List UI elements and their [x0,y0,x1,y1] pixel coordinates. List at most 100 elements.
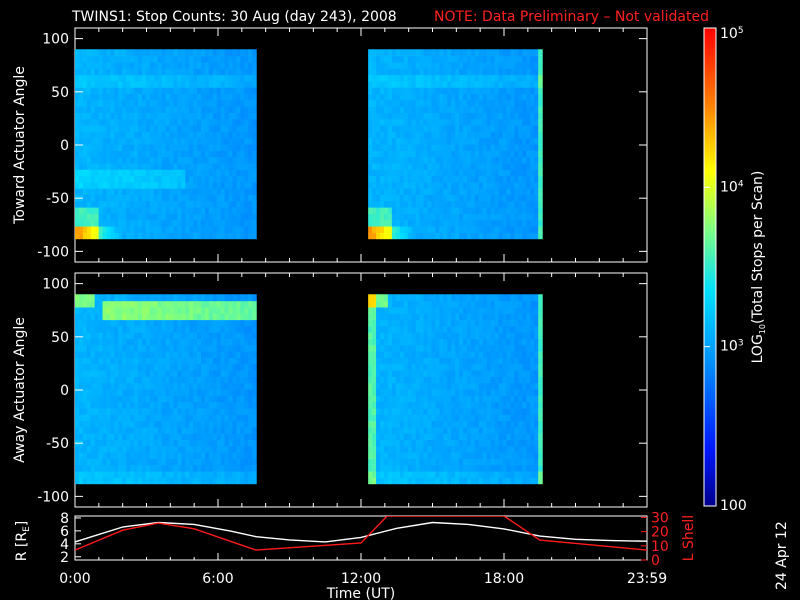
heatmap-cell [82,470,88,478]
heatmap-cell [419,93,425,101]
heatmap-cell [134,106,139,113]
heatmap-cell [248,219,253,227]
heatmap-cell [376,55,381,63]
heatmap-cell [228,55,234,63]
heatmap-cell [455,61,460,69]
heatmap-cell [149,61,155,69]
heatmap-cell [368,194,373,202]
heatmap-cell [431,87,436,95]
heatmap-cell [380,194,385,202]
heatmap-cell [193,112,198,120]
heatmap-cell [118,175,123,183]
heatmap-cell [165,351,171,358]
heatmap-cell [122,388,127,396]
heatmap-cell [387,338,393,346]
heatmap-cell [431,458,436,466]
heatmap-cell [387,68,393,76]
heatmap-cell [193,363,198,371]
heatmap-cell [459,74,464,82]
heatmap-cell [248,338,253,346]
heatmap-cell [419,363,425,371]
heatmap-cell [75,49,80,57]
heatmap-cell [106,131,112,139]
heatmap-cell [177,225,182,233]
heatmap-cell [482,225,488,233]
heatmap-cell [427,225,433,233]
heatmap-cell [510,219,516,227]
heatmap-cell [228,207,234,214]
heatmap-cell [149,112,155,120]
heatmap-cell [474,351,480,358]
heatmap-cell [204,106,210,113]
heatmap-cell [387,464,393,472]
heatmap-cell [165,325,171,333]
heatmap-cell [252,219,257,227]
heatmap-cell [224,207,230,214]
heatmap-cell [443,370,448,377]
heatmap-cell [248,464,253,472]
heatmap-cell [244,426,249,434]
heatmap-cell [376,156,381,164]
heatmap-cell [240,68,245,76]
heatmap-cell [82,464,88,472]
heatmap-cell [411,225,417,233]
heatmap-cell [75,420,80,428]
heatmap-cell [451,439,456,447]
heatmap-cell [486,181,492,189]
heatmap-cell [114,106,119,113]
heatmap-cell [534,143,539,151]
heatmap-cell [141,294,147,302]
heatmap-cell [470,61,476,69]
heatmap-cell [197,426,202,434]
heatmap-cell [118,344,123,352]
heatmap-cell [490,150,496,158]
heatmap-cell [368,181,373,189]
heatmap-cell [110,74,115,82]
heatmap-cell [216,477,222,485]
heatmap-cell [224,376,230,384]
heatmap-cell [486,137,492,145]
heatmap-cell [244,61,249,69]
heatmap-cell [419,55,425,63]
heatmap-cell [98,300,104,308]
heatmap-cell [78,213,84,221]
heatmap-cell [514,61,519,69]
heatmap-cell [383,325,389,333]
heatmap-cell [415,445,421,453]
heatmap-cell [106,49,112,57]
heatmap-cell [435,426,440,434]
heatmap-cell [478,175,484,183]
heatmap-cell [467,414,472,422]
heatmap-cell [447,213,452,221]
heatmap-cell [134,49,139,57]
heatmap-cell [411,93,417,101]
heatmap-cell [498,131,504,139]
heatmap-cell [145,306,151,314]
heatmap-cell [189,370,194,377]
heatmap-cell [94,426,100,434]
heatmap-cell [439,55,444,63]
heatmap-cell [395,407,401,415]
heatmap-cell [387,106,393,113]
heatmap-cell [157,407,163,415]
heatmap-cell [232,401,238,409]
heatmap-cell [399,87,405,95]
heatmap-cell [193,118,198,126]
heatmap-cell [130,439,135,447]
heatmap-cell [102,55,108,63]
heatmap-cell [193,87,198,95]
heatmap-cell [197,325,202,333]
heatmap-cell [478,194,484,202]
heatmap-cell [102,325,108,333]
heatmap-cell [443,426,448,434]
heatmap-cell [82,306,88,314]
heatmap-cell [220,433,226,441]
heatmap-cell [173,125,178,132]
heatmap-cell [141,445,147,453]
heatmap-cell [514,219,519,227]
heatmap-cell [407,420,413,428]
heatmap-cell [240,370,245,377]
heatmap-cell [106,433,112,441]
heatmap-cell [435,294,440,302]
heatmap-cell [114,80,119,88]
